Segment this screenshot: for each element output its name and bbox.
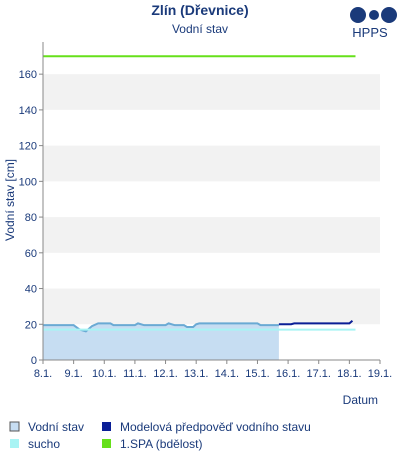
y-tick-label: 80: [25, 212, 37, 224]
legend-swatch: [102, 422, 111, 431]
chart-subtitle: Vodní stav: [172, 22, 228, 36]
logo-dot: [369, 10, 379, 20]
area: [43, 323, 279, 360]
chart-title: Zlín (Dřevnice): [151, 2, 248, 18]
legend-swatch: [102, 439, 111, 448]
y-tick-label: 40: [25, 284, 37, 296]
logo-dot: [381, 7, 397, 23]
y-tick-label: 20: [25, 319, 37, 331]
legend-label: Modelová předpověď vodního stavu: [120, 420, 311, 434]
x-tick-label: 18.1.: [337, 368, 361, 380]
legend-swatch: [10, 439, 19, 448]
x-axis-label: Datum: [343, 393, 378, 407]
legend-swatch: [9, 421, 20, 432]
y-tick-label: 140: [19, 105, 37, 117]
grid-band: [43, 288, 380, 325]
legend-label: Vodní stav: [28, 420, 84, 434]
y-tick-label: 160: [19, 69, 37, 81]
x-tick-label: 16.1.: [276, 368, 300, 380]
x-tick-label: 12.1.: [153, 368, 177, 380]
logo: HPPS: [350, 7, 397, 40]
logo-text: HPPS: [352, 25, 388, 40]
x-tick-label: 15.1.: [245, 368, 269, 380]
grid-band: [43, 74, 380, 110]
x-tick-label: 9.1.: [64, 368, 82, 380]
y-tick-label: 120: [19, 141, 37, 153]
series-line: [278, 319, 354, 326]
x-tick-label: 19.1.: [368, 368, 392, 380]
y-tick-label: 60: [25, 248, 37, 260]
logo-dot: [350, 7, 366, 23]
x-tick-label: 17.1.: [306, 368, 330, 380]
y-tick-label: 100: [19, 176, 37, 188]
x-tick-label: 11.1.: [123, 368, 147, 380]
x-tick-label: 8.1.: [34, 368, 52, 380]
y-tick-label: 0: [31, 355, 37, 367]
x-tick-label: 10.1.: [92, 368, 116, 380]
x-tick-label: 14.1.: [215, 368, 239, 380]
grid-band: [43, 217, 380, 253]
legend-label: sucho: [28, 437, 60, 451]
y-axis-label: Vodní stav [cm]: [3, 159, 17, 241]
x-tick-label: 13.1.: [184, 368, 208, 380]
grid-band: [43, 145, 380, 182]
legend-label: 1.SPA (bdělost): [120, 437, 203, 451]
